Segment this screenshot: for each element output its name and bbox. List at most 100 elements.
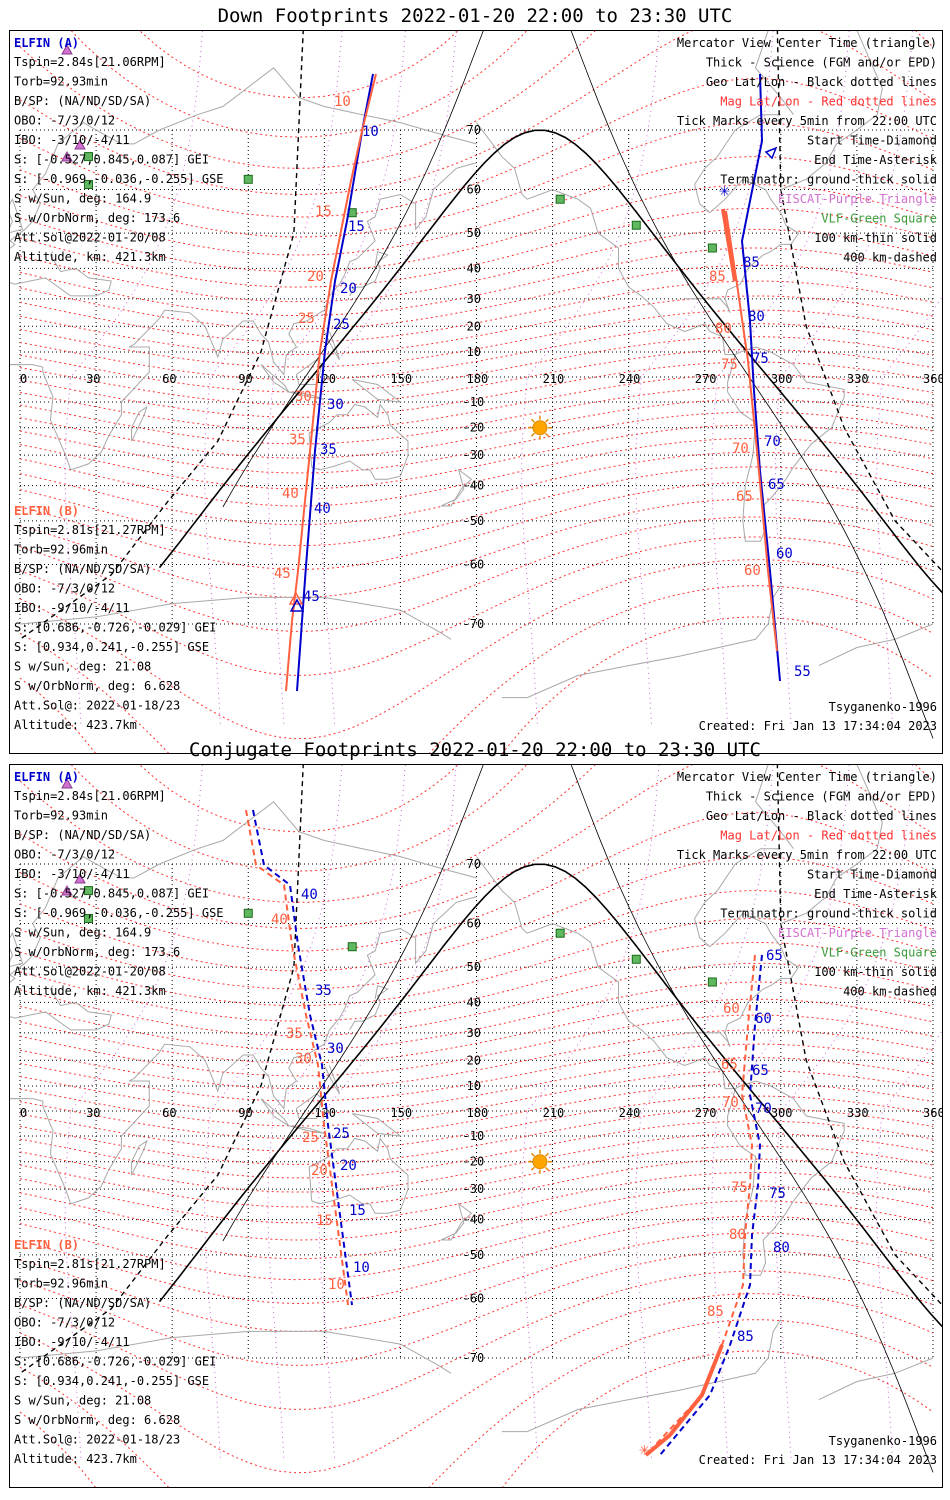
lat-tick-label: -50 (463, 1248, 485, 1262)
terminator-400km (776, 765, 942, 1306)
conjugate-footprints-map: 0 30 60 90 120 150 180 210 240 270 300 330 360 70 60 50… (9, 764, 943, 1488)
coastline (19, 1330, 452, 1374)
mag-lat-line (19, 264, 934, 330)
lat-tick-label: 60 (467, 183, 481, 197)
mag-lat-line (19, 411, 934, 474)
legend-entry: 100 km-thin solid (814, 965, 937, 979)
terminator-100km (222, 765, 934, 1473)
lon-tick-label: 240 (619, 372, 641, 386)
lat-tick-label: -10 (463, 1129, 485, 1143)
elfin-a-info-line: Altitude, km: 421.3km (14, 984, 166, 998)
mag-lat-line (70, 31, 527, 138)
legend-entry: Geo Lat/Lon - Black dotted lines (706, 75, 937, 89)
legend-entry: 400 km-dashed (843, 251, 937, 265)
elfin-b-time-label-red: 80 (715, 321, 732, 337)
sun-ray (545, 418, 549, 423)
mag-lat-line (19, 361, 934, 418)
elfin-a-info-line: B/SP: (NA/ND/SD/SA) (14, 828, 151, 842)
elfin-a-time-label-blue: 20 (340, 1158, 357, 1174)
elfin-b-info-line: Altitude: 423.7km (14, 718, 137, 732)
mag-lat-line (19, 280, 934, 343)
elfin-a-conjugate-track (245, 809, 349, 1306)
lon-tick-label: 330 (847, 1106, 869, 1120)
elfin-b-info-line: S: [0.934,0.241,-0.255] GSE (14, 1374, 209, 1388)
end-time-asterisk: ✳ (719, 180, 730, 201)
lon-tick-label: 360 (923, 372, 942, 386)
lon-tick-label: 60 (162, 1106, 176, 1120)
coastline (684, 848, 800, 1048)
coastline (476, 856, 845, 1276)
lat-tick-label: -40 (463, 1213, 485, 1227)
legend-entry: Terminator: ground-thick solid (720, 173, 937, 187)
elfin-a-time-label-red: 40 (271, 912, 288, 928)
coastline (295, 1092, 323, 1119)
elfin-b-down-track (659, 954, 763, 1456)
lat-tick-label: 30 (467, 1026, 481, 1040)
mag-lat-line (19, 498, 934, 598)
elfin-a-time-label-red: 25 (302, 1130, 319, 1146)
lat-tick-label: 70 (467, 857, 481, 871)
elfin-a-time-label-red: 40 (282, 486, 299, 502)
lat-tick-label: 30 (467, 292, 481, 306)
elfin-b-time-label-blue: 80 (773, 1240, 790, 1256)
lat-tick-label: -50 (463, 514, 485, 528)
elfin-a-time-label-blue: 15 (349, 1203, 366, 1219)
elfin-a-info-line: Att.Sol@2022-01-20/08 (14, 231, 166, 245)
legend-entry: End Time-Asterisk (814, 887, 938, 901)
elfin-b-time-label-red: 75 (731, 1180, 748, 1196)
elfin-b-time-label-red: 60 (723, 1001, 740, 1017)
vlf-station-square (555, 194, 565, 204)
coastline (754, 31, 883, 191)
elfin-a-info-line: OBO: -7/3/0/12 (14, 848, 115, 862)
lat-tick-label: 50 (467, 226, 481, 240)
mag-lat-line (19, 1319, 934, 1487)
created-timestamp: Created: Fri Jan 13 17:34:04 2023 (699, 1453, 937, 1467)
elfin-a-time-label-blue: 20 (340, 281, 357, 297)
mag-lat-line (19, 247, 934, 316)
elfin-b-info-line: B/SP: (NA/ND/SD/SA) (14, 1296, 151, 1310)
lat-tick-label: 70 (467, 123, 481, 137)
lon-tick-label: 180 (467, 1106, 489, 1120)
elfin-b-time-label-red: 80 (729, 1227, 746, 1243)
elfin-a-time-label-red: 25 (298, 311, 315, 327)
vlf-station-square (707, 243, 717, 253)
lat-tick-label: 20 (467, 319, 481, 333)
mag-lat-line (19, 1185, 934, 1260)
elfin-a-info-line: Tspin=2.84s[21.06RPM] (14, 55, 166, 69)
terminator-ground (158, 863, 942, 1328)
elfin-b-info-line: B/SP: (NA/ND/SD/SA) (14, 562, 151, 576)
panel-1-title: Down Footprints 2022-01-20 22:00 to 23:3… (217, 5, 733, 27)
lon-tick-label: 360 (923, 1106, 942, 1120)
elfin-a-time-label-red: 35 (286, 1026, 303, 1042)
coastline (818, 1357, 934, 1401)
elfin-b-time-label-blue: 75 (752, 351, 769, 367)
legend-entry: 100 km-thin solid (814, 231, 937, 245)
lat-tick-label: 40 (467, 261, 481, 275)
legend-entry: 400 km-dashed (843, 985, 937, 999)
sun-icon (532, 420, 548, 436)
lat-tick-label: 40 (467, 995, 481, 1009)
legend-entry: Mercator View Center Time (triangle) (677, 36, 937, 50)
elfin-a-header: ELFIN (A) (14, 36, 79, 50)
coastline (288, 391, 325, 400)
mag-lat-line (19, 1232, 934, 1332)
created-timestamp: Created: Fri Jan 13 17:34:04 2023 (699, 719, 937, 733)
elfin-a-time-label-red: 45 (274, 566, 291, 582)
lon-tick-label: 240 (619, 1106, 641, 1120)
elfin-b-time-label-red: 65 (736, 489, 753, 505)
legend-entry: Thick - Science (FGM and/or EPD) (706, 790, 937, 804)
mag-lat-line (19, 856, 934, 972)
elfin-b-time-label-blue: 65 (766, 948, 783, 964)
legend-entry: Start Time-Diamond (807, 868, 937, 882)
mag-lat-line (19, 122, 934, 238)
terminator-400km (19, 31, 304, 640)
sun-icon (532, 1154, 548, 1170)
sun-ray (530, 1166, 535, 1171)
mag-lat-line (19, 998, 934, 1064)
legend-entry: Mercator View Center Time (triangle) (677, 770, 937, 784)
mag-lat-line (19, 386, 934, 445)
elfin-a-time-label-red: 15 (315, 204, 332, 220)
mag-lat-line (19, 559, 934, 740)
legend-entry: VLF-Green Square (821, 946, 937, 960)
mag-lat-line (19, 1107, 934, 1165)
